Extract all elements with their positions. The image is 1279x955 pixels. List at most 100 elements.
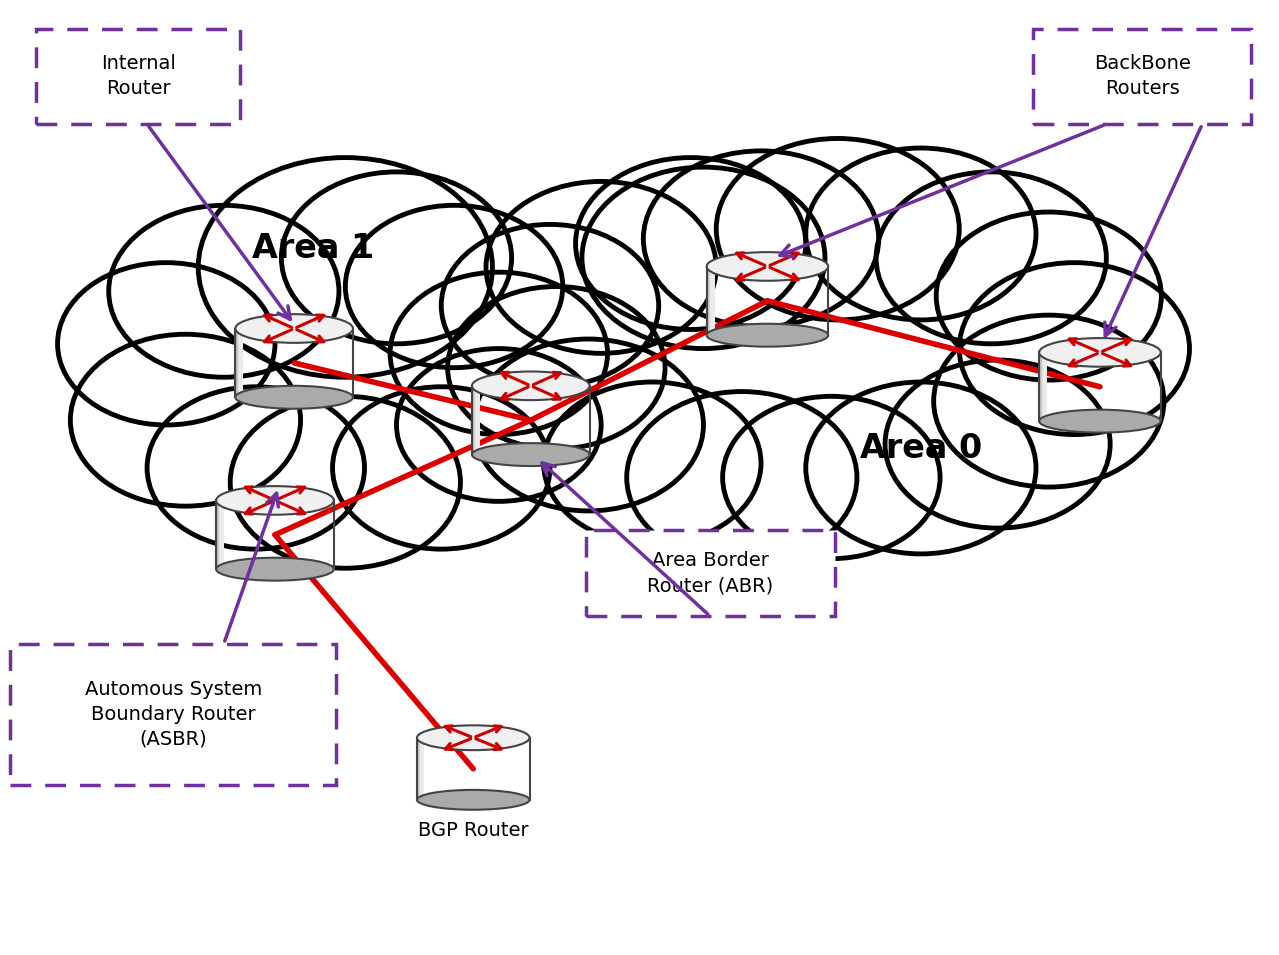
Circle shape (544, 382, 761, 544)
Bar (1044, 352, 1048, 421)
Bar (709, 266, 712, 335)
FancyBboxPatch shape (586, 530, 835, 616)
Bar (220, 500, 224, 569)
Bar (420, 737, 423, 800)
Bar (219, 500, 223, 569)
Circle shape (198, 158, 492, 377)
Bar (420, 737, 423, 800)
Bar (707, 266, 711, 335)
Bar (1040, 352, 1044, 421)
Bar (710, 266, 714, 335)
Bar (710, 266, 715, 335)
Bar (420, 737, 423, 800)
Bar (709, 266, 714, 335)
Text: Area 0: Area 0 (859, 433, 982, 465)
Circle shape (147, 387, 365, 549)
Ellipse shape (706, 324, 829, 347)
Bar (707, 266, 711, 335)
Bar (219, 500, 223, 569)
Circle shape (934, 315, 1164, 487)
Bar (475, 386, 478, 455)
Circle shape (345, 205, 563, 368)
Bar (472, 386, 476, 455)
Circle shape (486, 181, 716, 353)
Ellipse shape (216, 486, 334, 515)
Circle shape (806, 382, 1036, 554)
Bar (476, 386, 480, 455)
Bar (707, 266, 712, 335)
Bar (420, 737, 422, 800)
Bar (710, 266, 714, 335)
Bar (1042, 352, 1046, 421)
Bar (1042, 352, 1046, 421)
Bar (421, 737, 423, 800)
Bar (421, 737, 425, 800)
Bar (475, 386, 478, 455)
Bar (216, 500, 220, 569)
Bar (237, 329, 240, 397)
Bar (220, 500, 224, 569)
Circle shape (936, 212, 1161, 380)
Bar (476, 386, 480, 455)
Bar (709, 266, 712, 335)
Text: Area 1: Area 1 (252, 232, 375, 265)
Bar (710, 266, 714, 335)
Circle shape (441, 224, 659, 387)
Circle shape (959, 263, 1189, 435)
Bar (1042, 352, 1046, 421)
Text: Area Border
Router (ABR): Area Border Router (ABR) (647, 551, 774, 595)
Bar (237, 329, 240, 397)
Bar (237, 329, 240, 397)
Bar (475, 386, 478, 455)
Bar (235, 329, 239, 397)
Bar (1041, 352, 1045, 421)
Bar (237, 329, 240, 397)
Bar (420, 737, 423, 800)
Bar (710, 266, 714, 335)
Bar (417, 737, 421, 800)
Bar (418, 737, 422, 800)
Bar (420, 737, 423, 800)
Bar (1041, 352, 1046, 421)
Bar (418, 737, 422, 800)
Bar (421, 737, 425, 800)
Bar (1040, 352, 1044, 421)
Bar (1041, 352, 1045, 421)
Bar (417, 737, 421, 800)
Circle shape (582, 167, 825, 349)
Circle shape (448, 286, 665, 449)
Bar (216, 500, 220, 569)
Bar (217, 500, 221, 569)
Bar (710, 266, 714, 335)
Bar (239, 329, 243, 397)
Bar (476, 386, 480, 455)
Bar (707, 266, 711, 335)
Bar (473, 386, 477, 455)
Bar (710, 266, 714, 335)
Ellipse shape (235, 386, 353, 409)
Bar (420, 737, 423, 800)
Circle shape (473, 339, 703, 511)
Bar (239, 329, 243, 397)
Bar (1042, 352, 1046, 421)
Bar (476, 386, 480, 455)
Circle shape (627, 392, 857, 563)
Circle shape (576, 158, 806, 329)
Circle shape (723, 396, 940, 559)
Bar (472, 386, 476, 455)
Bar (1042, 352, 1046, 421)
Bar (219, 500, 224, 569)
Bar (710, 266, 714, 335)
Bar (709, 266, 712, 335)
Bar (709, 266, 712, 335)
Bar (1041, 352, 1045, 421)
Bar (707, 266, 712, 335)
Bar (217, 500, 221, 569)
Bar (238, 329, 243, 397)
Bar (217, 500, 221, 569)
Bar (476, 386, 480, 455)
Circle shape (643, 151, 879, 327)
Bar (220, 500, 224, 569)
Bar (1039, 352, 1044, 421)
Text: BGP Router: BGP Router (418, 821, 528, 840)
